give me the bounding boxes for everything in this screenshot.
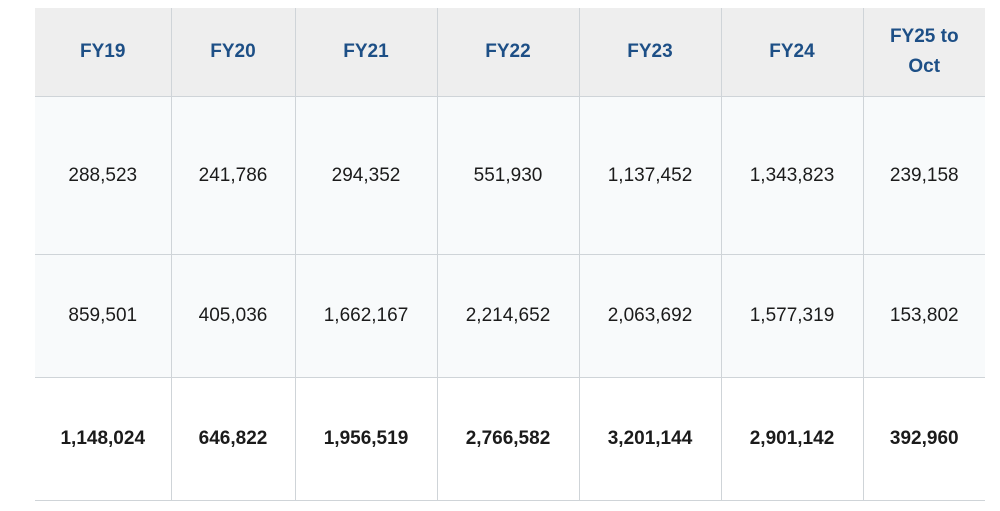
column-header: FY19 — [35, 8, 172, 97]
table-cell: 2,766,582 — [436, 377, 580, 501]
header-row: FY19 FY20 FY21 FY22 FY23 FY24 FY25 to Oct — [35, 8, 985, 97]
column-header: FY20 — [170, 8, 296, 97]
table-row: 859,501 405,036 1,662,167 2,214,652 2,063,69… — [35, 254, 985, 378]
table-row: 288,523 241,786 294,352 551,930 1,137,452 1,3… — [35, 96, 985, 255]
table-cell: 405,036 — [170, 254, 296, 378]
column-header-text: FY25 to Oct — [889, 26, 959, 77]
column-header-text: FY19 — [80, 41, 126, 62]
data-table: FY19 FY20 FY21 FY22 FY23 FY24 FY25 to Oct 288,… — [35, 8, 985, 501]
table-cell: 646,822 — [170, 377, 296, 501]
table-cell: 3,201,144 — [578, 377, 722, 501]
column-header-text: FY22 — [485, 41, 531, 62]
table-cell: 859,501 — [35, 254, 172, 378]
table-cell: 1,137,452 — [578, 96, 722, 255]
table-cell: 392,960 — [862, 377, 985, 501]
table-cell: 1,956,519 — [294, 377, 438, 501]
table-cell: 294,352 — [294, 96, 438, 255]
table-cell: 153,802 — [862, 254, 985, 378]
column-header: FY22 — [436, 8, 580, 97]
table-cell: 288,523 — [35, 96, 172, 255]
table-body: 288,523 241,786 294,352 551,930 1,137,452 1,3… — [35, 96, 985, 501]
table-cell: 1,577,319 — [720, 254, 864, 378]
column-header-text: FY20 — [210, 41, 256, 62]
table-cell: 2,063,692 — [578, 254, 722, 378]
column-header-text: FY21 — [343, 41, 389, 62]
table-cell: 1,662,167 — [294, 254, 438, 378]
table-cell: 2,901,142 — [720, 377, 864, 501]
table-cell: 239,158 — [862, 96, 985, 255]
column-header: FY24 — [720, 8, 864, 97]
column-header: FY21 — [294, 8, 438, 97]
table-cell: 1,148,024 — [35, 377, 172, 501]
column-header: FY25 to Oct — [862, 8, 985, 97]
table-cell: 241,786 — [170, 96, 296, 255]
table-cell: 551,930 — [436, 96, 580, 255]
column-header-text: FY23 — [627, 41, 673, 62]
column-header-text: FY24 — [769, 41, 815, 62]
table-row: 1,148,024 646,822 1,956,519 2,766,582 3,201,… — [35, 377, 985, 501]
table-cell: 2,214,652 — [436, 254, 580, 378]
table-cell: 1,343,823 — [720, 96, 864, 255]
column-header: FY23 — [578, 8, 722, 97]
